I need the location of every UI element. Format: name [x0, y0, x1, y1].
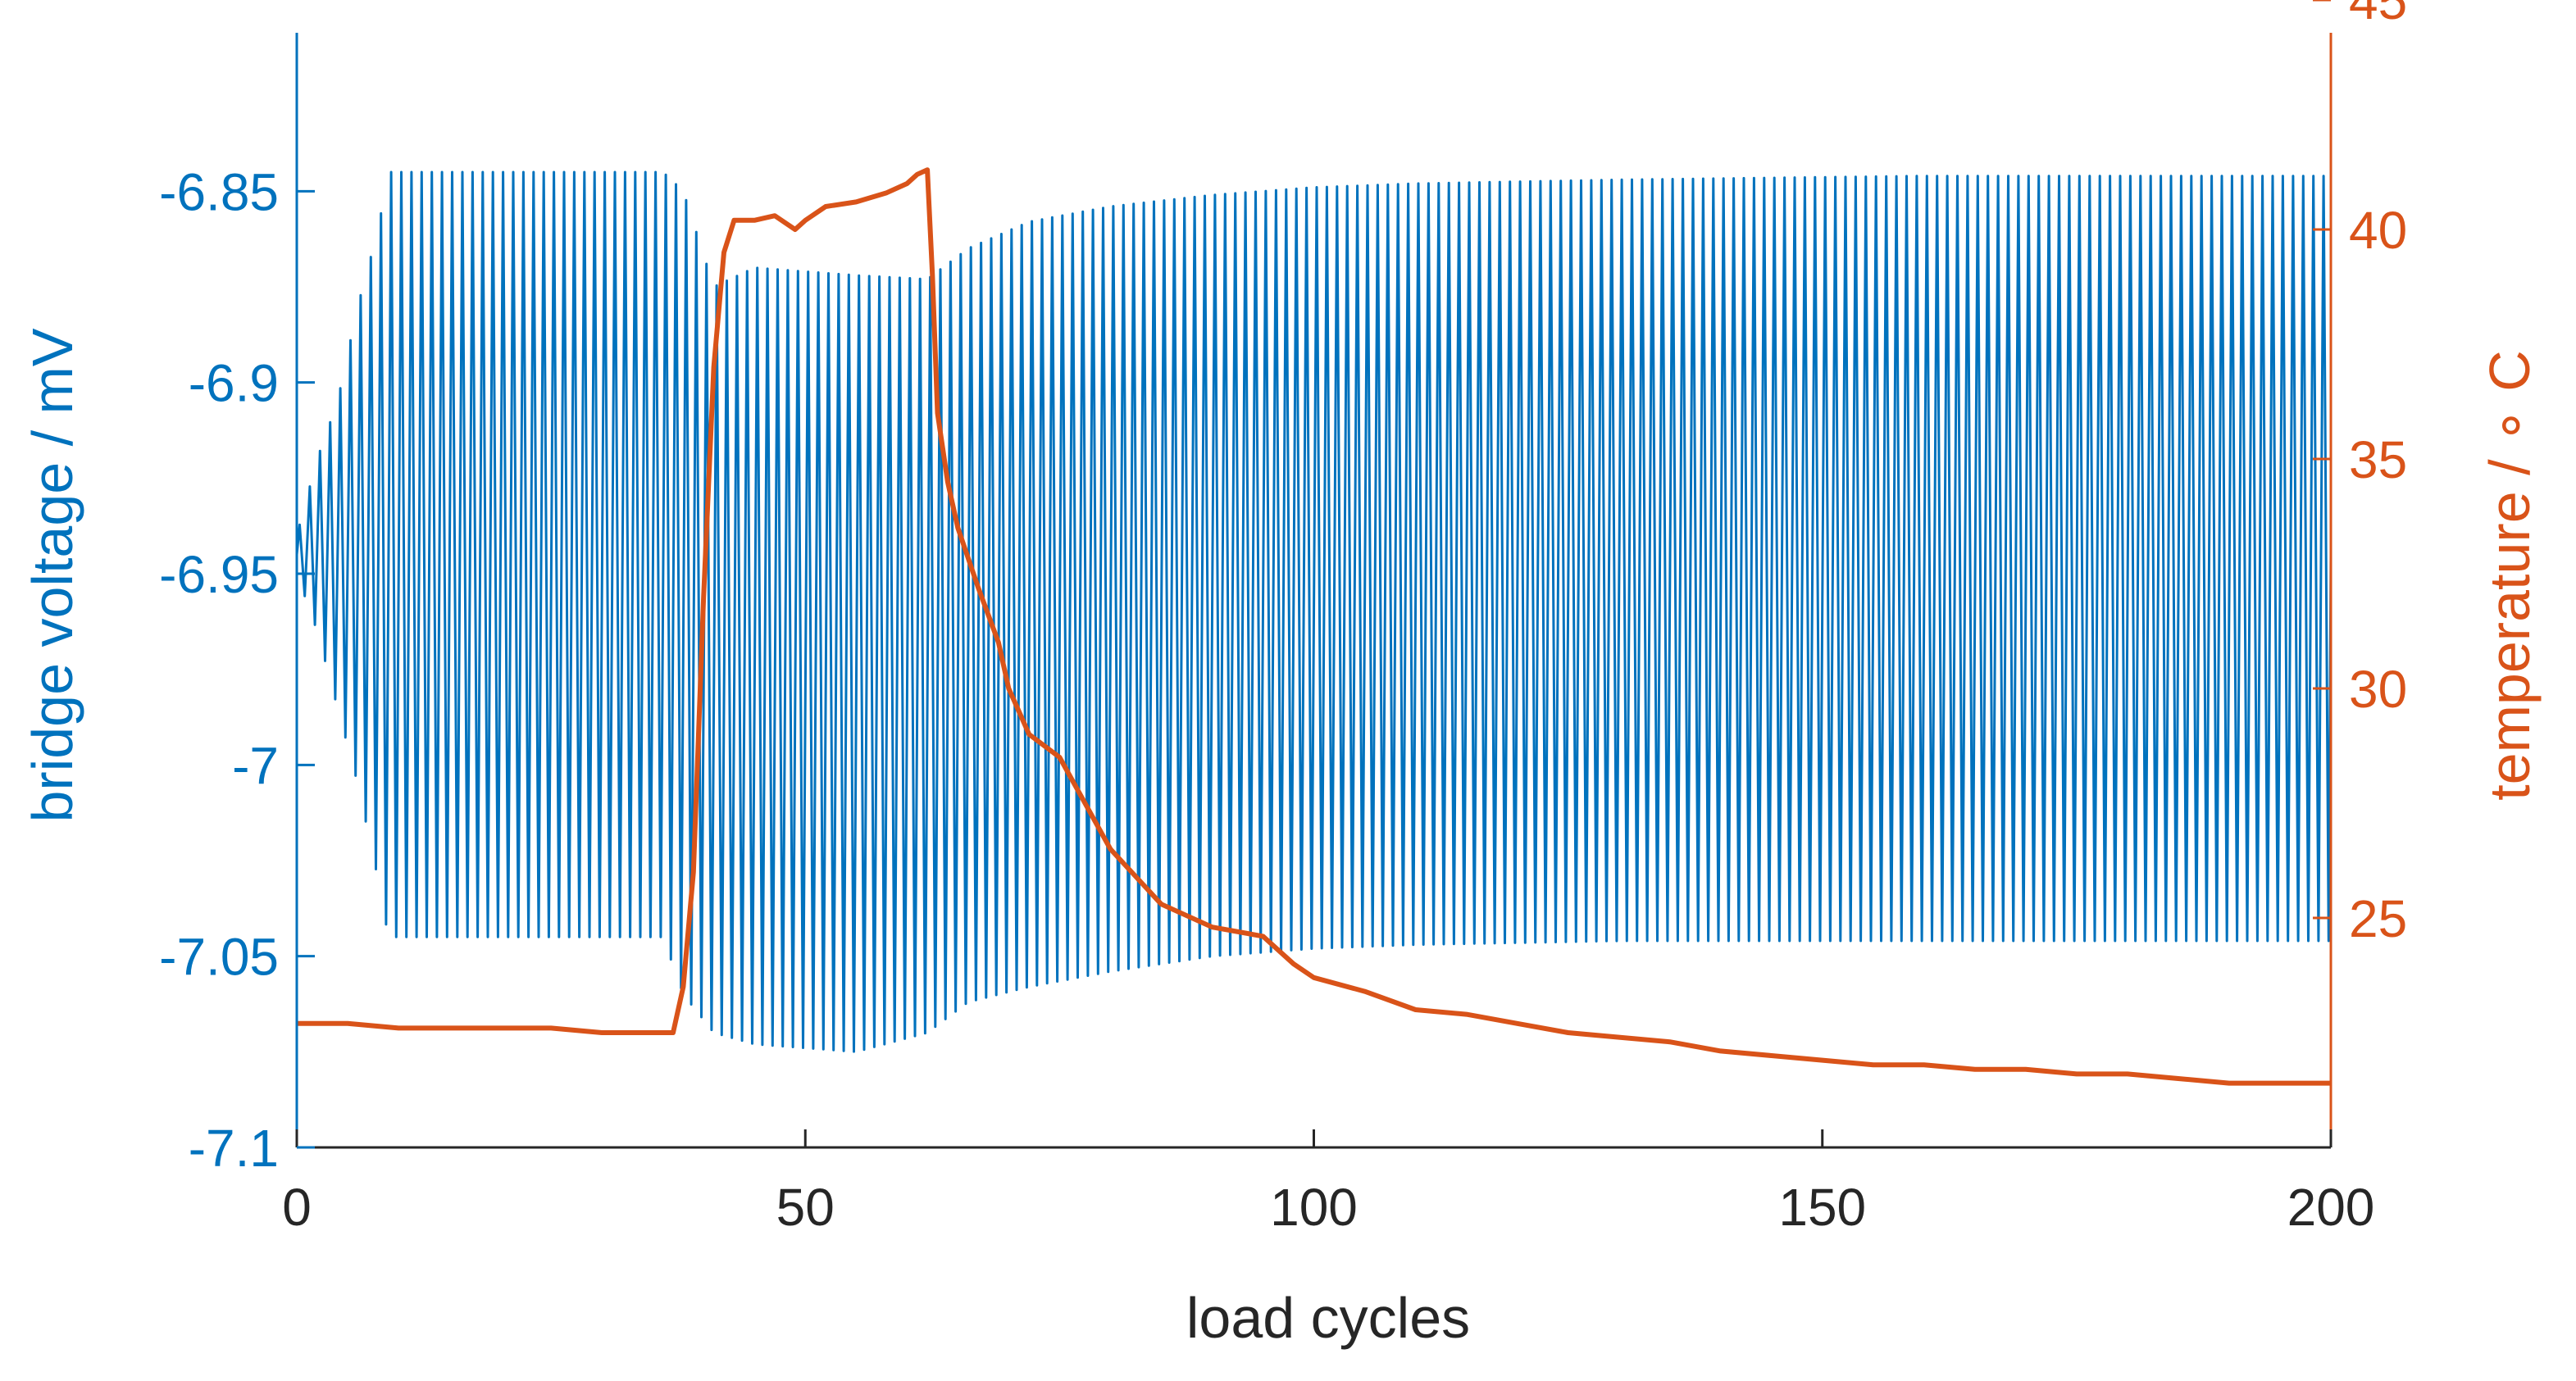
right-y-tick-label: 40 [2349, 201, 2407, 260]
x-tick-label: 100 [1270, 1178, 1358, 1237]
right-y-tick-label: 25 [2349, 889, 2407, 948]
left-y-tick-label: -6.95 [159, 545, 279, 604]
right-y-ticks: 25 30 35 40 45 [2313, 0, 2407, 948]
right-y-tick-label: 45 [2349, 0, 2407, 30]
left-y-tick-label: -7.1 [189, 1119, 279, 1178]
right-y-tick-label: 30 [2349, 660, 2407, 719]
right-y-axis-title: temperature / ∘ C [2478, 350, 2542, 801]
plot-area [295, 167, 2333, 1086]
x-tick-label: 200 [2287, 1178, 2375, 1237]
voltage-oscillation-line [295, 170, 2333, 1053]
left-y-ticks: -7.1 -7.05 -7 -6.95 -6.9 -6.85 [159, 162, 315, 1178]
x-tick-label: 150 [1778, 1178, 1866, 1237]
left-y-tick-label: -6.85 [159, 162, 279, 221]
temperature-line [297, 167, 2331, 1086]
left-y-tick-label: -7 [232, 736, 279, 795]
right-y-tick-label: 35 [2349, 430, 2407, 489]
left-y-axis-title: bridge voltage / mV [20, 328, 84, 822]
axes: 0 50 100 150 200 -7.1 -7.05 -7 -6.95 -6.9 -6.85 2… [159, 0, 2407, 1237]
x-axis-title: load cycles [1186, 1286, 1470, 1350]
x-tick-label: 50 [776, 1178, 835, 1237]
x-ticks: 0 50 100 150 200 [282, 1129, 2374, 1237]
left-y-tick-label: -6.9 [189, 354, 279, 413]
left-y-tick-label: -7.05 [159, 928, 279, 987]
x-tick-label: 0 [282, 1178, 312, 1237]
voltage-series [295, 170, 2333, 1053]
